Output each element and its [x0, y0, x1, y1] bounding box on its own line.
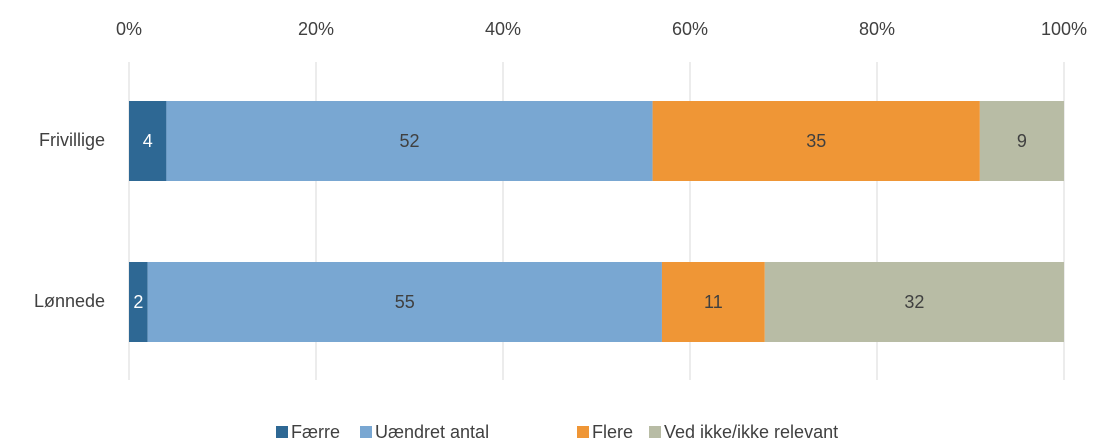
legend-swatch [360, 426, 372, 438]
y-tick-label: Frivillige [39, 130, 105, 150]
legend-label: Uændret antal [375, 422, 489, 442]
x-tick-label: 40% [485, 19, 521, 39]
x-tick-label: 60% [672, 19, 708, 39]
bar-segment [129, 101, 167, 181]
data-label: 55 [395, 292, 415, 312]
data-label: 2 [133, 292, 143, 312]
legend-label: Flere [592, 422, 633, 442]
legend-label: Færre [291, 422, 340, 442]
bar-segment [661, 262, 765, 342]
x-tick-label: 100% [1041, 19, 1087, 39]
x-tick-label: 0% [116, 19, 142, 39]
data-label: 35 [806, 131, 826, 151]
data-label: 11 [704, 292, 723, 312]
legend-label: Ved ikke/ikke relevant [664, 422, 838, 442]
bar-segment [147, 262, 662, 342]
data-label: 9 [1017, 131, 1027, 151]
bar-segment [652, 101, 980, 181]
legend-swatch [649, 426, 661, 438]
y-tick-label: Lønnede [34, 291, 105, 311]
data-label: 32 [904, 292, 924, 312]
x-tick-label: 80% [859, 19, 895, 39]
bar-segment [764, 262, 1064, 342]
x-tick-label: 20% [298, 19, 334, 39]
data-label: 4 [143, 131, 153, 151]
bar-segment [166, 101, 653, 181]
legend-swatch [577, 426, 589, 438]
data-label: 52 [399, 131, 419, 151]
bar-segment [979, 101, 1064, 181]
bar-segment [129, 262, 148, 342]
legend-swatch [276, 426, 288, 438]
